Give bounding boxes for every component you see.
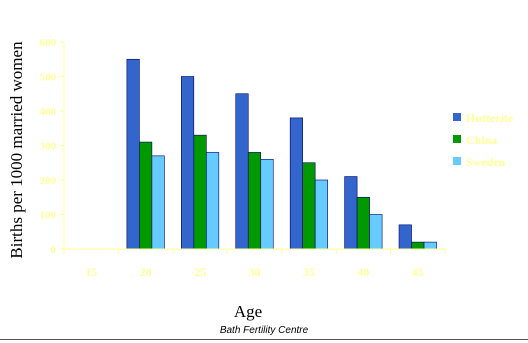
- bar-hutterite-40: [344, 176, 358, 250]
- bar-china-35: [302, 162, 316, 250]
- footer-credit: Bath Fertility Centre: [219, 325, 309, 336]
- y-tick-label: 500: [40, 72, 57, 84]
- legend-swatch-hutterite: [453, 113, 461, 121]
- y-tick-label: 400: [40, 106, 57, 118]
- y-axis-label: Births per 1000 married women: [7, 41, 26, 259]
- y-tick-label: 300: [40, 141, 57, 153]
- x-axis-label: Age: [234, 302, 262, 321]
- x-tick-label: 30: [249, 265, 261, 279]
- y-tick-label: 200: [40, 175, 57, 187]
- bars-group: [126, 58, 437, 250]
- legend-label-china: China: [466, 133, 497, 147]
- bar-china-45: [411, 241, 425, 250]
- bar-hutterite-30: [235, 93, 249, 250]
- bar-sweden-45: [423, 241, 437, 250]
- bar-hutterite-45: [398, 224, 412, 250]
- x-tick-label: 15: [85, 265, 97, 279]
- tick-labels-group: 0 100 200 300 400 500 600 15 20 25 30 35 40 45: [40, 37, 424, 279]
- legend-swatch-sweden: [453, 157, 461, 165]
- y-tick-label: 600: [40, 37, 57, 49]
- y-tick-label: 0: [51, 244, 57, 256]
- legend-label-sweden: Sweden: [466, 155, 506, 169]
- bar-sweden-30: [260, 159, 274, 250]
- bar-china-25: [193, 134, 207, 250]
- bar-china-20: [139, 141, 153, 250]
- bar-china-30: [247, 152, 262, 250]
- bar-hutterite-25: [181, 76, 195, 250]
- y-tick-label: 100: [40, 210, 57, 222]
- bar-sweden-25: [206, 152, 220, 250]
- legend: Hutterite China Sweden: [453, 111, 514, 169]
- axes-group: [60, 41, 446, 254]
- footer-divider: [0, 339, 528, 340]
- x-tick-label: 20: [140, 265, 152, 279]
- bar-sweden-35: [314, 179, 328, 250]
- legend-label-hutterite: Hutterite: [466, 111, 514, 125]
- bar-hutterite-35: [289, 117, 303, 250]
- x-tick-label: 25: [194, 265, 206, 279]
- x-tick-label: 35: [303, 265, 315, 279]
- bar-china-40: [356, 196, 370, 250]
- bar-sweden-40: [369, 214, 383, 250]
- x-tick-label: 40: [357, 265, 369, 279]
- x-tick-label: 45: [412, 265, 424, 279]
- legend-swatch-china: [453, 135, 461, 143]
- bar-sweden-20: [151, 155, 165, 250]
- bar-hutterite-20: [126, 58, 140, 250]
